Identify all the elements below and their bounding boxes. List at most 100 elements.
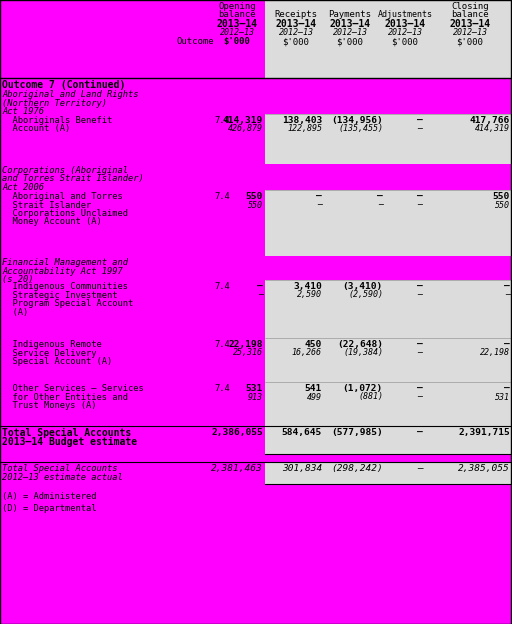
Text: Special Account (A): Special Account (A) [2, 357, 112, 366]
Text: –: – [417, 125, 422, 134]
Text: $'000: $'000 [457, 37, 483, 46]
Text: 2,391,715: 2,391,715 [458, 428, 510, 437]
Text: 2013–14: 2013–14 [329, 19, 371, 29]
Text: for Other Entities and: for Other Entities and [2, 392, 128, 401]
Text: 2012–13: 2012–13 [332, 28, 368, 37]
Text: $'000: $'000 [392, 37, 418, 46]
Text: –: – [378, 200, 383, 210]
Text: Trust Moneys (A): Trust Moneys (A) [2, 401, 96, 410]
Text: balance: balance [218, 10, 256, 19]
Text: (1,072): (1,072) [343, 384, 383, 393]
Text: (Northern Territory): (Northern Territory) [2, 99, 107, 107]
Text: Aboriginals Benefit: Aboriginals Benefit [2, 116, 112, 125]
Text: 2013–14: 2013–14 [217, 19, 258, 29]
Text: 25,316: 25,316 [233, 348, 263, 358]
Text: and Torres Strait Islander): and Torres Strait Islander) [2, 175, 144, 183]
Text: 2012–13: 2012–13 [279, 28, 313, 37]
Text: –: – [417, 192, 423, 201]
Text: 2,385,055: 2,385,055 [458, 464, 510, 473]
Text: –: – [317, 200, 322, 210]
Text: 2013–14: 2013–14 [275, 19, 316, 29]
Bar [0, 502, 265, 512]
Text: 138,403: 138,403 [282, 116, 322, 125]
Bar [265, 502, 512, 512]
Text: 7.4: 7.4 [214, 116, 230, 125]
Bar [0, 164, 265, 190]
Bar [265, 426, 512, 454]
Text: 7.4: 7.4 [214, 384, 230, 393]
Text: (19,384): (19,384) [343, 348, 383, 358]
Bar [0, 462, 265, 484]
Text: Closing: Closing [451, 2, 489, 11]
Bar [265, 114, 512, 164]
Text: –: – [417, 116, 423, 125]
Text: –: – [417, 464, 423, 473]
Text: –: – [417, 392, 422, 401]
Text: 499: 499 [307, 392, 322, 401]
Text: 2012–13: 2012–13 [220, 28, 254, 37]
Text: 2,386,055: 2,386,055 [211, 428, 263, 437]
Text: 2012–13: 2012–13 [388, 28, 422, 37]
Text: 2,590: 2,590 [297, 291, 322, 300]
Text: $'000: $'000 [336, 37, 364, 46]
Text: Opening: Opening [218, 2, 256, 11]
Text: 584,645: 584,645 [282, 428, 322, 437]
Text: 550: 550 [246, 192, 263, 201]
Text: Aboriginal and Land Rights: Aboriginal and Land Rights [2, 90, 139, 99]
Text: 2,381,463: 2,381,463 [211, 464, 263, 473]
Bar [265, 382, 512, 426]
Text: 3,410: 3,410 [293, 282, 322, 291]
Text: 301,834: 301,834 [282, 464, 322, 473]
Bar [265, 462, 512, 484]
Text: (577,985): (577,985) [331, 428, 383, 437]
Text: –: – [504, 282, 510, 291]
Text: Other Services – Services: Other Services – Services [2, 384, 144, 393]
Text: Indigenous Communities: Indigenous Communities [2, 282, 128, 291]
Bar [0, 190, 265, 256]
Bar [265, 0, 512, 78]
Text: Receipts: Receipts [274, 10, 317, 19]
Text: 16,266: 16,266 [292, 348, 322, 358]
Text: (881): (881) [358, 392, 383, 401]
Text: Corporations (Aboriginal: Corporations (Aboriginal [2, 166, 128, 175]
Text: –: – [417, 384, 423, 393]
Text: 414,319: 414,319 [475, 125, 510, 134]
Text: Outcome 7 (Continued): Outcome 7 (Continued) [2, 80, 125, 90]
Text: –: – [505, 291, 510, 300]
Text: (D) = Departmental: (D) = Departmental [2, 504, 96, 513]
Text: 2012–13: 2012–13 [453, 28, 487, 37]
Text: 417,766: 417,766 [470, 116, 510, 125]
Text: Outcome: Outcome [176, 37, 214, 46]
Bar [265, 490, 512, 500]
Bar [265, 164, 512, 190]
Text: 122,895: 122,895 [287, 125, 322, 134]
Text: 7.4: 7.4 [214, 192, 230, 201]
Text: Adjustments: Adjustments [377, 10, 433, 19]
Text: $'000: $'000 [224, 37, 250, 46]
Text: 2013–14 Budget estimate: 2013–14 Budget estimate [2, 437, 137, 447]
Text: 2013–14: 2013–14 [450, 19, 490, 29]
Text: 426,879: 426,879 [228, 125, 263, 134]
Text: 7.4: 7.4 [214, 340, 230, 349]
Text: (A): (A) [2, 308, 28, 316]
Text: 2012–13 estimate actual: 2012–13 estimate actual [2, 472, 123, 482]
Text: Total Special Accounts: Total Special Accounts [2, 428, 131, 438]
Bar [265, 78, 512, 88]
Text: (22,648): (22,648) [337, 340, 383, 349]
Text: Total Special Accounts: Total Special Accounts [2, 464, 117, 473]
Text: 531: 531 [246, 384, 263, 393]
Text: (135,455): (135,455) [338, 125, 383, 134]
Text: Act 2006: Act 2006 [2, 183, 44, 192]
Text: (3,410): (3,410) [343, 282, 383, 291]
Text: –: – [316, 192, 322, 201]
Bar [265, 338, 512, 382]
Bar [265, 190, 512, 256]
Text: Strait Islander: Strait Islander [2, 200, 91, 210]
Text: Program Special Account: Program Special Account [2, 299, 133, 308]
Text: 450: 450 [305, 340, 322, 349]
Text: 541: 541 [305, 384, 322, 393]
Text: –: – [258, 291, 263, 300]
Text: 550: 550 [493, 192, 510, 201]
Bar [0, 338, 265, 382]
Text: 2013–14: 2013–14 [385, 19, 425, 29]
